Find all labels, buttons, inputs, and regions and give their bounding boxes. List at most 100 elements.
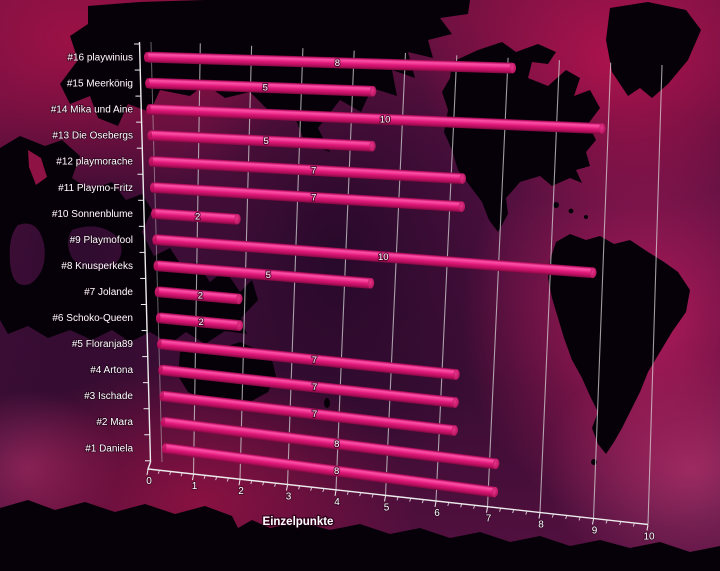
gridline [539, 60, 560, 513]
x-tick-label: 8 [538, 520, 544, 531]
x-tick-labels: 0 1 2 3 4 5 6 7 8 9 10 [145, 475, 655, 543]
bar-start-cap [151, 208, 156, 219]
x-axis-tick [226, 478, 229, 482]
x-axis-tick [434, 501, 437, 508]
bar [148, 156, 466, 185]
x-axis-tick [578, 517, 581, 521]
x-axis-title: Einzelpunkte [263, 516, 334, 528]
x-axis-tick [619, 521, 622, 526]
category-label: #15 Meerkönig [67, 79, 133, 90]
bar-value-label: 7 [312, 355, 317, 366]
bar [151, 208, 241, 225]
gridline [592, 62, 612, 519]
bar-start-cap [160, 416, 166, 428]
category-label: #16 playwinius [67, 53, 133, 64]
x-axis-tick [215, 476, 218, 481]
bar-start-cap [143, 51, 149, 63]
bar-value-label: 7 [311, 166, 316, 177]
category-label: #8 Knusperkeks [61, 261, 133, 272]
x-axis-tick [551, 514, 554, 518]
x-axis-tick [169, 471, 172, 476]
category-label: #3 Ischade [84, 391, 133, 402]
bar-body [159, 390, 458, 436]
continent-greenland [606, 2, 701, 98]
bar-value-label: 2 [199, 317, 204, 328]
bar-end-cap [236, 320, 244, 331]
bar-value-label: 10 [380, 115, 391, 126]
new-zealand-island [324, 398, 330, 408]
bar-value-label: 7 [311, 193, 316, 204]
bar-end-cap [451, 425, 458, 436]
axes [134, 41, 649, 531]
bar-end-cap [598, 123, 606, 134]
bar-start-cap [159, 390, 165, 402]
continent-eurasia [60, 0, 470, 152]
bar-body [154, 286, 243, 305]
x-axis-tick [646, 524, 649, 531]
x-axis-line [147, 461, 649, 526]
bar-value-label: 5 [266, 270, 271, 281]
bar-value-label: 7 [312, 409, 317, 420]
bar-value-label: 7 [312, 382, 317, 393]
bar-end-cap [234, 213, 241, 225]
bar-body [155, 312, 244, 331]
x-axis-tick [322, 488, 325, 493]
x-tick-label: 9 [592, 526, 598, 537]
x-axis-tick [298, 486, 301, 490]
x-tick-label: 3 [286, 492, 292, 503]
x-axis-tick [346, 491, 349, 495]
category-label: #2 Mara [96, 417, 133, 428]
bar [159, 390, 458, 436]
bar-start-cap [146, 103, 151, 115]
bar-end-cap [235, 293, 243, 305]
x-axis-tick [238, 479, 241, 486]
x-axis-tick [447, 502, 450, 507]
category-labels: #16 playwinius #15 Meerkönig #14 Mika und … [50, 52, 134, 455]
category-label: #1 Daniela [85, 443, 133, 454]
x-axis-tick [565, 515, 568, 520]
category-label: #5 Floranja89 [72, 339, 134, 350]
x-axis-tick [180, 473, 183, 477]
bar-value-label: 5 [263, 83, 268, 94]
bar-body [161, 442, 499, 498]
x-axis-tick [460, 504, 463, 508]
bar-start-cap [148, 156, 154, 167]
x-axis-tick [473, 505, 476, 509]
x-axis-tick [371, 494, 374, 498]
category-label: #6 Schoko-Queen [52, 313, 133, 324]
bar-start-cap [152, 234, 157, 245]
bar-body [151, 208, 241, 225]
x-tick-label: 1 [192, 481, 198, 492]
bar-start-cap [147, 129, 153, 141]
category-label: #13 Die Osebergs [52, 131, 133, 142]
bar-start-cap [145, 77, 150, 89]
bar-end-cap [492, 458, 500, 470]
category-label: #7 Jolande [84, 287, 133, 298]
x-axis-tick [512, 509, 515, 514]
x-axis-tick [274, 483, 277, 487]
bar-body [143, 51, 517, 74]
continent-north-america [442, 42, 600, 232]
bar-body [160, 416, 500, 470]
bar-body [146, 103, 606, 135]
bar-value-label: 8 [334, 439, 339, 450]
continent-antarctica [0, 500, 720, 571]
bar [147, 129, 376, 152]
caribbean-island [584, 215, 588, 219]
bar [143, 51, 517, 74]
bar-end-cap [369, 140, 376, 152]
bar-value-label: 2 [198, 291, 203, 302]
bar-end-cap [459, 173, 466, 184]
bar [154, 286, 243, 305]
x-axis-tick [262, 482, 265, 486]
x-tick-label: 7 [486, 514, 492, 525]
bar-start-cap [157, 338, 162, 350]
caribbean-island [568, 208, 574, 214]
bar-start-cap [161, 442, 167, 454]
x-axis-tick [396, 497, 399, 501]
bar [158, 364, 459, 408]
bar [161, 442, 499, 498]
